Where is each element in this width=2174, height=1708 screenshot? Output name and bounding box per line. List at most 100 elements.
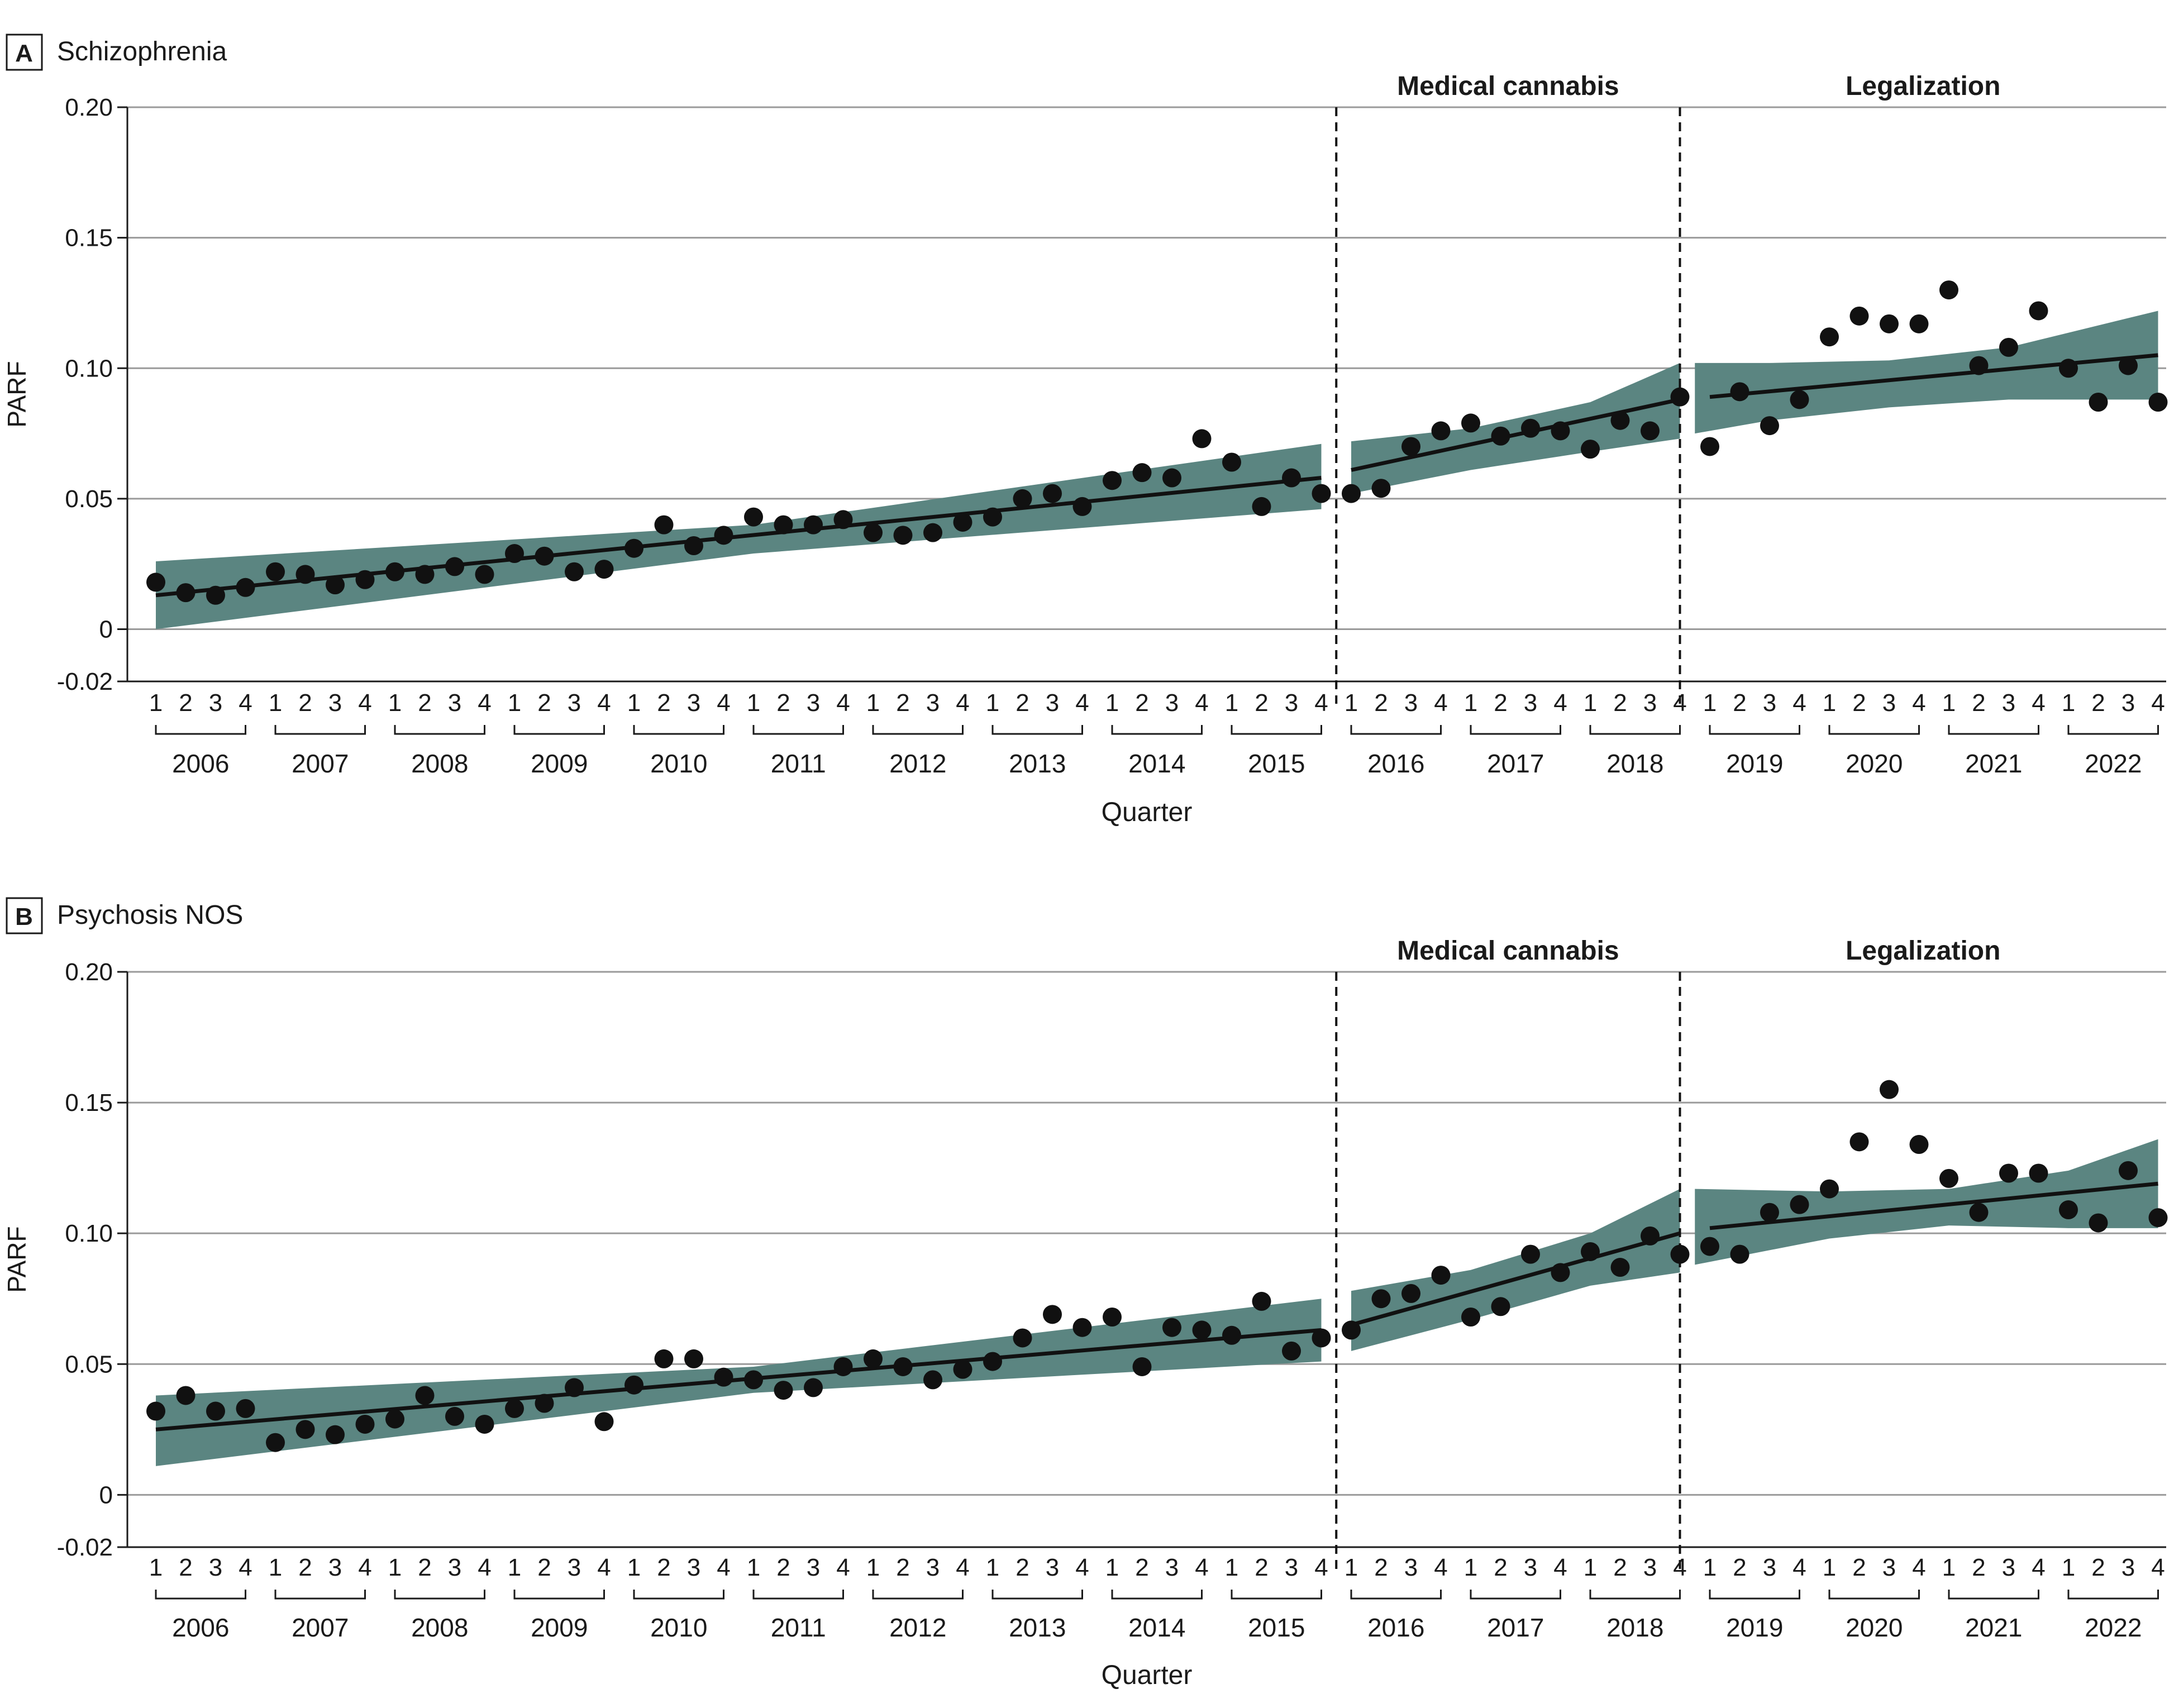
quarter-tick-label: 4 (239, 1554, 252, 1581)
quarter-tick-label: 4 (1075, 689, 1089, 717)
quarter-tick-label: 4 (2151, 689, 2165, 717)
data-point (1700, 1237, 1719, 1256)
period-label-medical: Medical cannabis (1397, 71, 1619, 101)
y-tick-label: 0.15 (65, 1089, 113, 1117)
year-bracket (1828, 725, 1920, 735)
quarter-tick-label: 3 (807, 689, 820, 717)
quarter-tick-label: 3 (328, 689, 342, 717)
year-label: 2015 (1248, 749, 1305, 778)
quarter-tick-label: 3 (1404, 1554, 1418, 1581)
trend-line (1709, 1181, 2158, 1230)
data-point (355, 1414, 375, 1434)
data-point (1282, 1341, 1301, 1361)
quarter-tick-label: 2 (657, 1554, 670, 1581)
year-bracket (1589, 1590, 1681, 1600)
data-point (2148, 1208, 2168, 1228)
data-point (1072, 1318, 1092, 1337)
quarter-tick-label: 3 (1046, 1554, 1059, 1581)
quarter-tick-label: 3 (2002, 1554, 2015, 1581)
quarter-tick-label: 2 (776, 689, 790, 717)
data-point (654, 1349, 674, 1368)
year-label: 2010 (650, 1613, 707, 1642)
data-point (385, 562, 404, 581)
quarter-tick-label: 4 (1912, 689, 1925, 717)
panel-b: B Psychosis NOS -0.02 0 0.05 0.10 0.15 0.20 PA… (2, 897, 2168, 1690)
data-point (1969, 1203, 1989, 1222)
quarter-tick-label: 1 (1225, 1554, 1238, 1581)
quarter-tick-label: 4 (717, 1554, 730, 1581)
data-point (624, 1375, 643, 1395)
quarter-tick-label: 4 (2032, 1554, 2045, 1581)
quarter-tick-label: 3 (209, 689, 222, 717)
quarter-tick-label: 1 (1942, 1554, 1956, 1581)
quarter-tick-label: 3 (1643, 689, 1657, 717)
data-point (2119, 356, 2138, 375)
trend-line (1709, 353, 2158, 399)
quarter-tick-label: 1 (1105, 689, 1119, 717)
data-point (1670, 1244, 1690, 1264)
period-label-legalization: Legalization (1846, 71, 2000, 101)
data-point (415, 565, 435, 584)
data-point (475, 1414, 494, 1434)
year-label: 2020 (1846, 1613, 1903, 1642)
confidence-band (1351, 362, 1680, 494)
data-point (893, 1357, 913, 1376)
data-point (1342, 484, 1361, 503)
y-tick-label: 0.20 (65, 958, 113, 986)
quarter-tick-label: 4 (1673, 689, 1686, 717)
data-point (1790, 390, 1809, 409)
quarter-tick-label: 2 (1374, 1554, 1388, 1581)
year-bracket (274, 725, 366, 735)
data-point (1013, 1328, 1032, 1348)
data-point (1401, 1284, 1420, 1303)
quarter-tick-label: 3 (1643, 1554, 1657, 1581)
year-bracket (1470, 725, 1561, 735)
quarter-tick-label: 1 (1584, 1554, 1597, 1581)
data-point (1581, 440, 1600, 459)
quarter-tick-label: 2 (776, 1554, 790, 1581)
quarter-tick-label: 3 (2121, 1554, 2135, 1581)
y-tick-label: 0 (99, 1481, 113, 1509)
year-bracket (1589, 725, 1681, 735)
year-label: 2011 (771, 749, 826, 778)
data-point (505, 1399, 524, 1418)
quarter-tick-label: 1 (2062, 1554, 2075, 1581)
quarter-tick-label: 1 (269, 1554, 282, 1581)
quarter-tick-label: 3 (1404, 689, 1418, 717)
quarter-tick-label: 4 (1314, 1554, 1328, 1581)
confidence-band (1695, 311, 2158, 434)
data-point (1521, 418, 1540, 438)
data-point (864, 1349, 883, 1368)
data-point (1760, 1203, 1779, 1222)
y-tick-label: 0.20 (65, 94, 113, 121)
quarter-tick-label: 1 (1464, 689, 1477, 717)
data-point (2148, 393, 2168, 412)
data-point (176, 583, 196, 603)
x-axis-label: Quarter (1102, 798, 1193, 827)
quarter-tick-label: 1 (149, 689, 163, 717)
data-point (654, 515, 674, 535)
data-point (594, 1412, 614, 1432)
data-point (1670, 387, 1690, 407)
data-point (445, 1406, 464, 1426)
data-point (505, 544, 524, 564)
quarter-tick-label: 3 (1165, 689, 1179, 717)
data-point (2029, 301, 2048, 321)
data-point (1790, 1195, 1809, 1214)
year-bracket (1709, 1590, 1800, 1600)
quarter-tick-label: 4 (358, 1554, 371, 1581)
quarter-tick-label: 1 (747, 689, 760, 717)
data-point (1820, 327, 1839, 347)
year-bracket (752, 1590, 844, 1600)
quarter-tick-label: 2 (1016, 1554, 1029, 1581)
quarter-tick-label: 4 (836, 689, 850, 717)
trend-line (1351, 397, 1681, 472)
y-tick-label: 0 (99, 616, 113, 643)
data-point (804, 515, 823, 535)
quarter-tick-label: 2 (1733, 689, 1746, 717)
quarter-tick-label: 1 (388, 689, 402, 717)
year-label: 2016 (1367, 1613, 1424, 1642)
quarter-tick-label: 2 (418, 1554, 431, 1581)
data-point (206, 1401, 225, 1421)
quarter-tick-label: 2 (1135, 689, 1148, 717)
